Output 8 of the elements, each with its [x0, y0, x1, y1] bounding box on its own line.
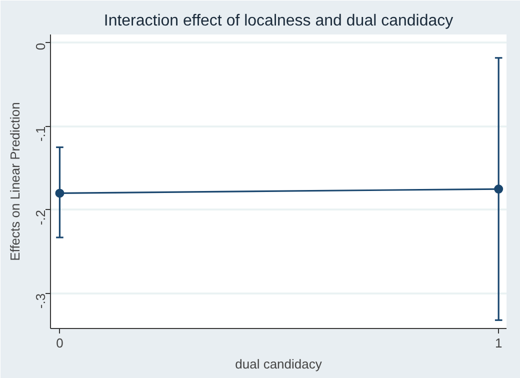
x-axis-title: dual candidacy — [235, 356, 322, 372]
chart-title: Interaction effect of localness and dual candidacy — [104, 12, 454, 30]
y-tick-label: -.2 — [33, 210, 48, 226]
x-tick-label: 1 — [494, 336, 502, 350]
y-axis-title: Effects on Linear Prediction — [8, 102, 22, 261]
y-tick-label: 0 — [33, 42, 48, 50]
y-tick-label: -.3 — [33, 293, 48, 309]
y-tick-label: -.1 — [33, 126, 48, 142]
